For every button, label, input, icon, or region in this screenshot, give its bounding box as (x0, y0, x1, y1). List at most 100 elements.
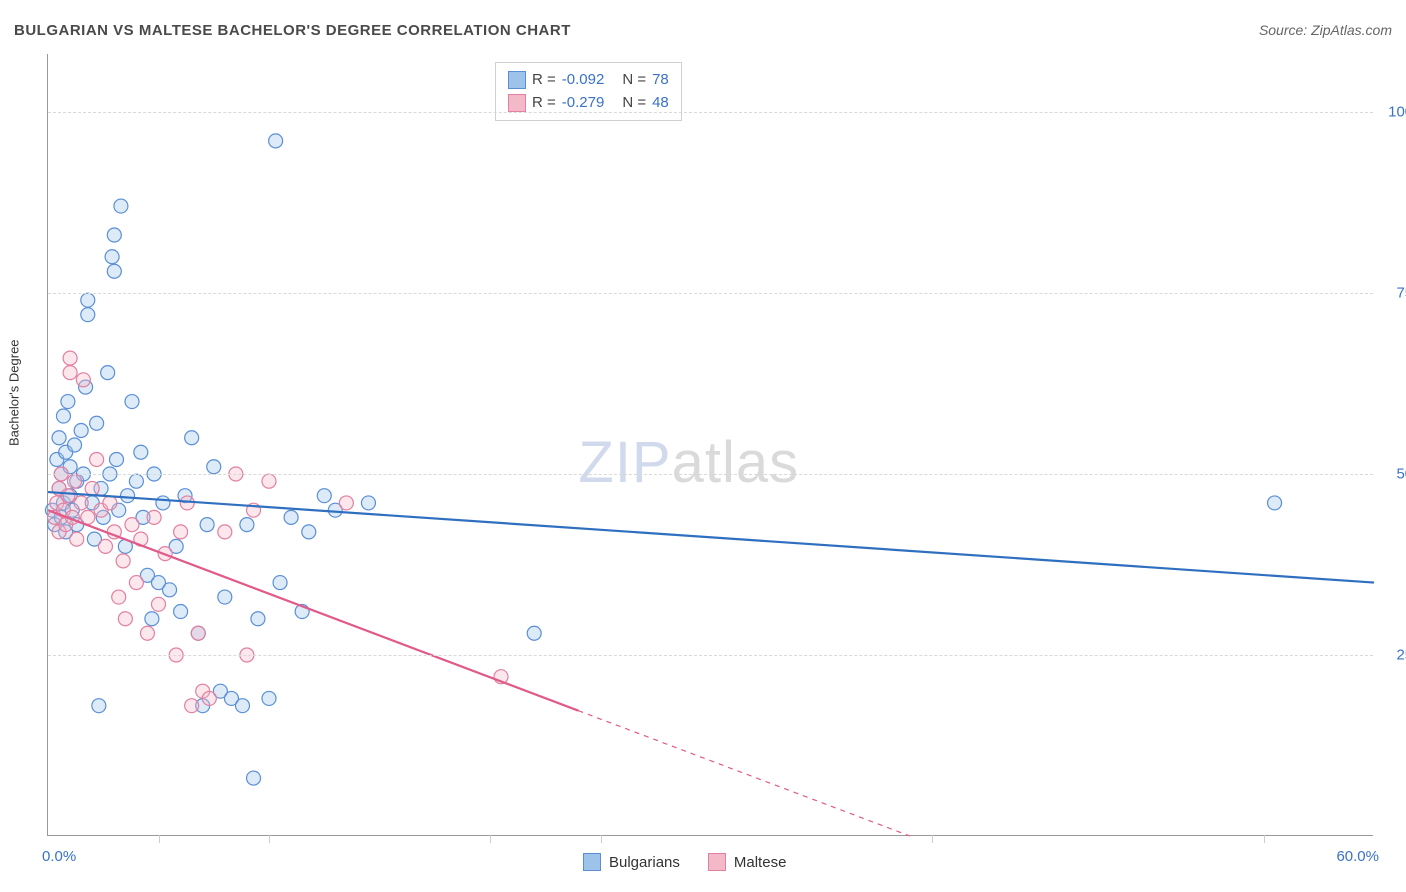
data-point (174, 525, 188, 539)
data-point (247, 771, 261, 785)
x-tick-stub (159, 835, 160, 843)
data-point (107, 264, 121, 278)
data-point (269, 134, 283, 148)
legend-label: Maltese (734, 854, 787, 871)
y-tick-label: 75.0% (1379, 284, 1406, 301)
y-tick-label: 100.0% (1379, 103, 1406, 120)
data-point (118, 612, 132, 626)
y-tick-label: 25.0% (1379, 646, 1406, 663)
data-point (185, 699, 199, 713)
data-point (145, 612, 159, 626)
stat-r-label: R = (532, 92, 556, 115)
data-point (262, 691, 276, 705)
grid-line-h (48, 112, 1373, 113)
data-point (81, 293, 95, 307)
data-point (1268, 496, 1282, 510)
data-point (105, 250, 119, 264)
data-point (90, 416, 104, 430)
x-tick-stub (269, 835, 270, 843)
data-point (361, 496, 375, 510)
data-point (156, 496, 170, 510)
data-point (74, 496, 88, 510)
chart-title: BULGARIAN VS MALTESE BACHELOR'S DEGREE C… (14, 22, 571, 39)
data-point (240, 518, 254, 532)
stat-n-label: N = (622, 69, 646, 92)
stats-row: R = -0.092 N = 78 (508, 69, 669, 92)
data-point (251, 612, 265, 626)
data-point (147, 510, 161, 524)
data-point (56, 409, 70, 423)
x-tick-min: 0.0% (42, 848, 76, 865)
data-point (112, 590, 126, 604)
data-point (185, 431, 199, 445)
stats-row: R =-0.279N =48 (508, 92, 669, 115)
data-point (63, 351, 77, 365)
x-tick-max: 60.0% (1336, 848, 1379, 865)
data-point (92, 699, 106, 713)
grid-line-h (48, 293, 1373, 294)
data-point (74, 424, 88, 438)
data-point (191, 626, 205, 640)
legend-item: Bulgarians (583, 853, 680, 871)
source-label: Source: ZipAtlas.com (1259, 22, 1392, 38)
data-point (121, 489, 135, 503)
data-point (262, 474, 276, 488)
grid-line-h (48, 655, 1373, 656)
stat-r-label: R = (532, 69, 556, 92)
stat-n-value: 78 (652, 69, 669, 92)
data-point (339, 496, 353, 510)
legend-swatch (508, 94, 526, 112)
data-point (68, 474, 82, 488)
data-point (85, 481, 99, 495)
y-tick-label: 50.0% (1379, 465, 1406, 482)
data-point (114, 199, 128, 213)
x-tick-stub (601, 835, 602, 843)
data-point (218, 590, 232, 604)
data-point (129, 576, 143, 590)
data-point (527, 626, 541, 640)
trend-line-solid (48, 492, 1374, 583)
legend-swatch (508, 71, 526, 89)
plot-area: ZIPatlas 0.0% 60.0% R =-0.092N =78R =-0.… (47, 54, 1373, 836)
data-point (273, 576, 287, 590)
data-point (200, 518, 214, 532)
x-tick-stub (490, 835, 491, 843)
data-point (163, 583, 177, 597)
data-point (235, 699, 249, 713)
x-tick-stub (932, 835, 933, 843)
stat-n-value: 48 (652, 92, 669, 115)
x-tick-stub (1264, 835, 1265, 843)
legend-swatch (583, 853, 601, 871)
data-point (101, 366, 115, 380)
legend-item: Maltese (708, 853, 787, 871)
data-point (68, 438, 82, 452)
stat-n-label: N = (622, 92, 646, 115)
stat-r-value: -0.092 (562, 69, 605, 92)
chart-container: BULGARIAN VS MALTESE BACHELOR'S DEGREE C… (0, 0, 1406, 892)
series-legend: Bulgarians Maltese (583, 853, 786, 871)
grid-line-h (48, 474, 1373, 475)
data-point (90, 452, 104, 466)
data-point (284, 510, 298, 524)
data-point (116, 554, 130, 568)
chart-svg (48, 54, 1373, 835)
trend-line-dashed (578, 711, 910, 836)
data-point (125, 518, 139, 532)
data-point (207, 460, 221, 474)
data-point (52, 431, 66, 445)
y-axis-label: Bachelor's Degree (7, 339, 22, 446)
data-point (317, 489, 331, 503)
data-point (76, 373, 90, 387)
data-point (98, 539, 112, 553)
data-point (134, 445, 148, 459)
data-point (61, 395, 75, 409)
data-point (140, 626, 154, 640)
data-point (103, 496, 117, 510)
data-point (302, 525, 316, 539)
data-point (152, 597, 166, 611)
data-point (107, 228, 121, 242)
data-point (125, 395, 139, 409)
data-point (81, 308, 95, 322)
data-point (218, 525, 232, 539)
data-point (174, 605, 188, 619)
